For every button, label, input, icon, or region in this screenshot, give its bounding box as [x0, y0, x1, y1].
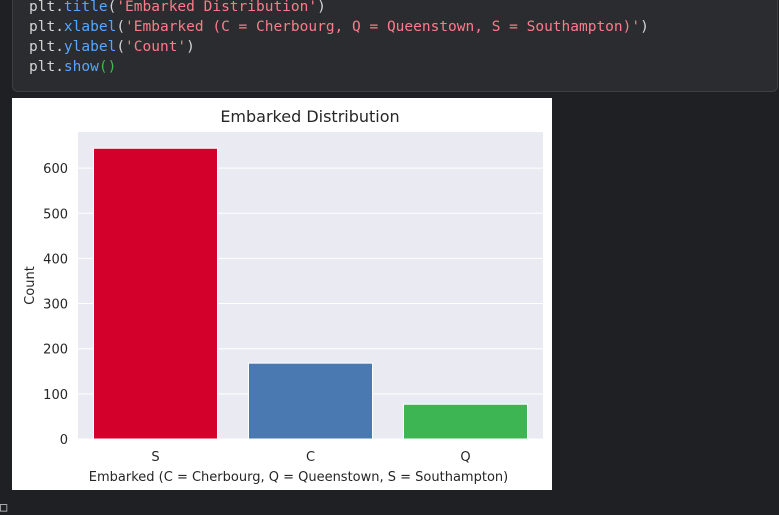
code-line: plt.xlabel('Embarked (C = Cherbourg, Q =…	[29, 17, 649, 37]
code-token: ()	[98, 59, 117, 75]
bars	[93, 147, 528, 440]
y-axis-label: Count	[23, 266, 38, 305]
code-token: )	[317, 0, 326, 15]
bar-s	[93, 147, 218, 440]
y-tick-labels: 0 100 200 300 400 500 600	[43, 162, 68, 448]
chart-title: Embarked Distribution	[220, 107, 399, 126]
y-tick-label: 0	[60, 433, 68, 448]
code-token: (	[116, 19, 126, 35]
code-token: (	[107, 0, 117, 15]
code-cell[interactable]: plt.title('Embarked Distribution') plt.xl…	[12, 0, 778, 92]
code-token: 'Count'	[125, 39, 187, 55]
y-tick-label: 100	[43, 388, 68, 403]
code-token: plt.	[29, 19, 64, 35]
y-tick-label: 300	[43, 298, 68, 313]
code-token: (	[116, 39, 126, 55]
code-editor[interactable]: plt.title('Embarked Distribution') plt.xl…	[29, 0, 649, 77]
code-token: show	[63, 59, 99, 75]
x-tick-label: C	[306, 450, 315, 465]
code-line: plt.show()	[29, 57, 649, 77]
footer-glyph: □	[0, 500, 8, 514]
code-token: plt.	[29, 59, 64, 75]
x-axis-label: Embarked (C = Cherbourg, Q = Queenstown,…	[89, 470, 508, 485]
code-line: plt.ylabel('Count')	[29, 37, 649, 57]
code-token: plt.	[29, 0, 64, 15]
code-token: )	[640, 19, 649, 35]
bar-q	[403, 403, 528, 440]
y-tick-label: 500	[43, 207, 68, 222]
code-token: ylabel	[63, 39, 117, 55]
y-tick-label: 200	[43, 343, 68, 358]
code-token: 'Embarked Distribution'	[116, 0, 318, 15]
code-line: plt.title('Embarked Distribution')	[29, 0, 649, 17]
code-token: plt.	[29, 39, 64, 55]
code-token: )	[186, 39, 195, 55]
code-token: xlabel	[63, 19, 117, 35]
embarked-bar-chart: Embarked Distribution 0 100 200 300 400 500 60…	[23, 107, 543, 485]
y-tick-label: 400	[43, 252, 68, 267]
code-token: 'Embarked (C = Cherbourg, Q = Queenstown…	[125, 19, 641, 35]
bar-c	[248, 362, 373, 440]
x-tick-label: Q	[460, 450, 470, 465]
cell-output: Embarked Distribution 0 100 200 300 400 500 60…	[12, 98, 552, 490]
code-token: title	[63, 0, 108, 15]
y-tick-label: 600	[43, 162, 68, 177]
x-tick-label: S	[151, 450, 159, 465]
